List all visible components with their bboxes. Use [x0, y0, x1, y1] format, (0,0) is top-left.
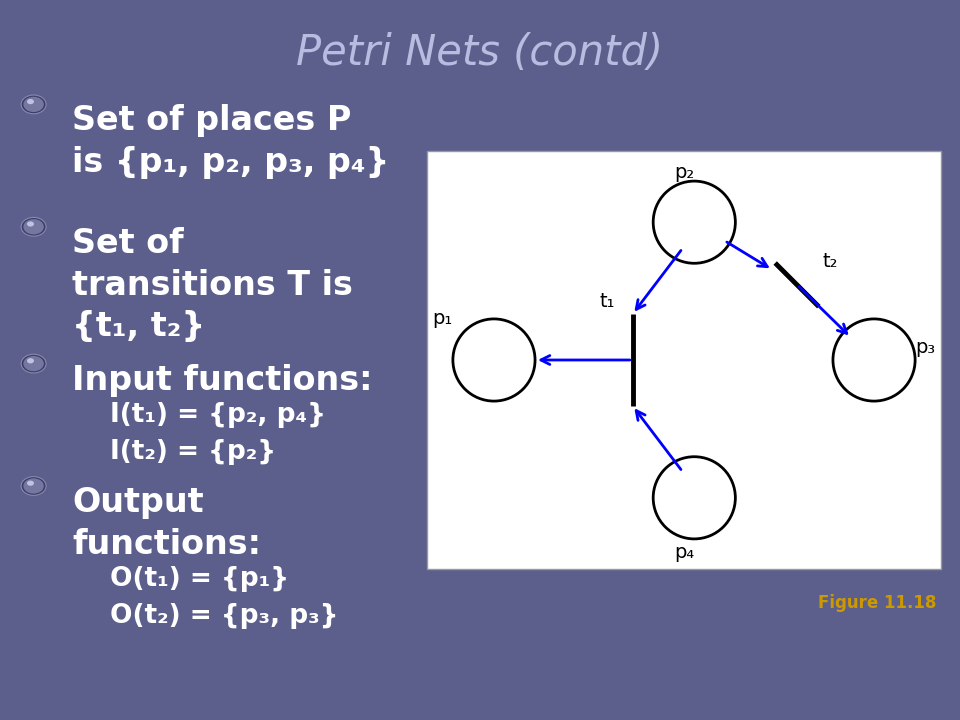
- Circle shape: [27, 480, 34, 486]
- Text: functions:: functions:: [72, 528, 261, 561]
- Circle shape: [21, 217, 46, 236]
- Text: Set of: Set of: [72, 227, 183, 260]
- Text: p₁: p₁: [433, 309, 453, 328]
- Text: I(t₂) = {p₂}: I(t₂) = {p₂}: [110, 439, 276, 465]
- Circle shape: [23, 219, 44, 235]
- Text: is {p₁, p₂, p₃, p₄}: is {p₁, p₂, p₃, p₄}: [72, 146, 389, 179]
- Text: O(t₂) = {p₃, p₃}: O(t₂) = {p₃, p₃}: [110, 603, 339, 629]
- Text: p₄: p₄: [674, 543, 694, 562]
- Text: Output: Output: [72, 486, 204, 519]
- Ellipse shape: [653, 181, 735, 264]
- Text: Figure 11.18: Figure 11.18: [818, 594, 936, 612]
- Circle shape: [21, 95, 46, 114]
- Text: Petri Nets (contd): Petri Nets (contd): [297, 32, 663, 74]
- Ellipse shape: [453, 319, 535, 401]
- Circle shape: [23, 478, 44, 494]
- Text: O(t₁) = {p₁}: O(t₁) = {p₁}: [110, 566, 289, 592]
- Text: Set of places P: Set of places P: [72, 104, 351, 138]
- Text: t₂: t₂: [823, 253, 838, 271]
- Text: Input functions:: Input functions:: [72, 364, 372, 397]
- Circle shape: [21, 354, 46, 373]
- Text: transitions T is: transitions T is: [72, 269, 353, 302]
- Text: p₃: p₃: [915, 338, 935, 357]
- Circle shape: [27, 221, 34, 227]
- Text: p₂: p₂: [674, 163, 694, 181]
- Circle shape: [23, 356, 44, 372]
- Text: t₁: t₁: [599, 292, 614, 311]
- Text: {t₁, t₂}: {t₁, t₂}: [72, 310, 205, 343]
- Bar: [427, 151, 941, 569]
- Circle shape: [23, 96, 44, 112]
- Circle shape: [21, 477, 46, 495]
- Ellipse shape: [833, 319, 915, 401]
- Ellipse shape: [653, 456, 735, 539]
- Circle shape: [27, 358, 34, 364]
- Text: I(t₁) = {p₂, p₄}: I(t₁) = {p₂, p₄}: [110, 402, 326, 428]
- Circle shape: [27, 99, 34, 104]
